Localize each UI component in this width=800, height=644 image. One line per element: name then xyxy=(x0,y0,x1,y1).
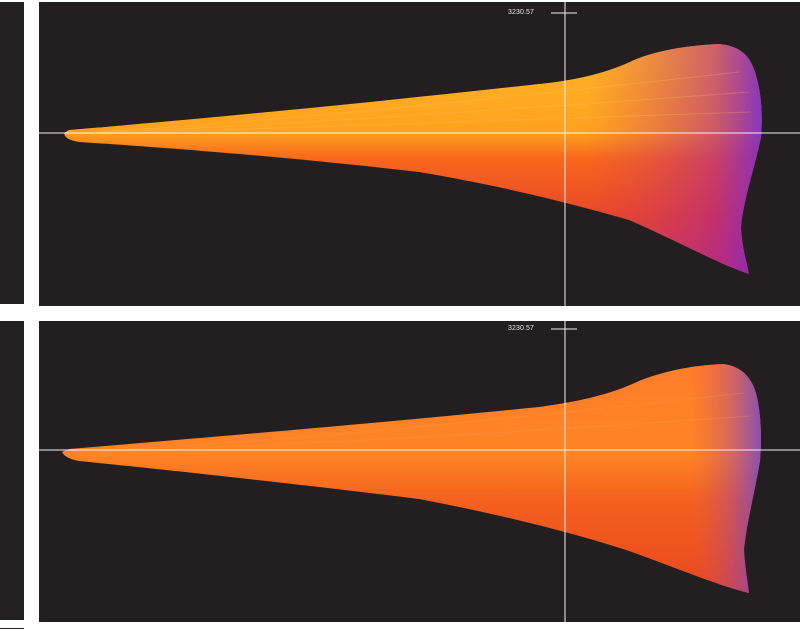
upper-plume-image xyxy=(39,2,800,306)
coordinate-readout: 3230.57 xyxy=(508,325,535,332)
coordinate-readout: 3230.57 xyxy=(508,9,535,16)
upper-panel: 3230.57 xyxy=(39,2,800,306)
left-strip-bottom xyxy=(0,321,24,620)
lower-plume-image xyxy=(39,321,800,622)
corner-mark xyxy=(0,628,24,644)
left-strip-top xyxy=(0,2,24,304)
lower-panel: 3230.57 xyxy=(39,321,800,622)
